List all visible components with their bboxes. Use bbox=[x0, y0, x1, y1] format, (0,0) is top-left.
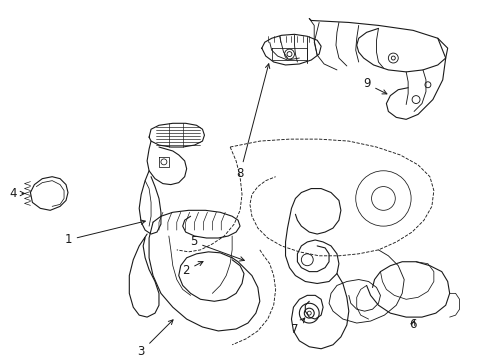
Text: 6: 6 bbox=[408, 318, 416, 330]
Text: 1: 1 bbox=[64, 220, 145, 247]
Text: 2: 2 bbox=[182, 262, 203, 277]
Text: 8: 8 bbox=[236, 64, 269, 180]
Text: 5: 5 bbox=[189, 235, 244, 261]
Text: 4: 4 bbox=[9, 187, 24, 200]
Text: 3: 3 bbox=[137, 320, 173, 358]
Text: 9: 9 bbox=[362, 77, 386, 94]
Text: 7: 7 bbox=[290, 318, 304, 337]
